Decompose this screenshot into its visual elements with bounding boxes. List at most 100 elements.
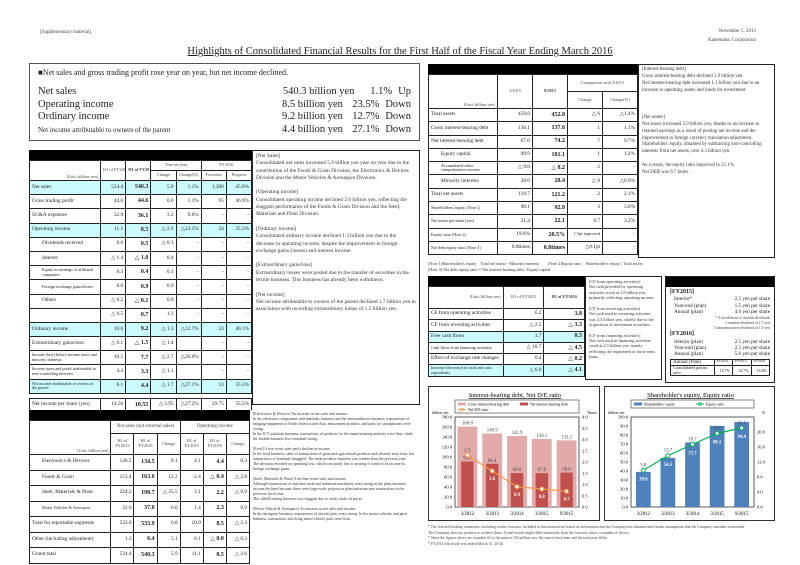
cell-value: 46.9% xyxy=(225,194,253,210)
data-table: (Unit: billion yen) H1 of FY2015 H1 of FY2… xyxy=(428,286,585,377)
ratio-label: 2.3 xyxy=(464,448,471,453)
cell-value: 6.4 xyxy=(133,531,158,548)
cell-value: 459.0 xyxy=(496,107,533,123)
row-label: Net sales xyxy=(28,179,102,196)
note-1: (Note 1)Shareholder's equity Total net a… xyxy=(428,261,643,266)
dividend-value: 5.0 yen per share xyxy=(734,351,770,358)
ratio-label: 0.7 xyxy=(564,497,571,502)
table-row: Total net assets 118.7 121.2 2 2.1% xyxy=(428,187,639,203)
column-header: (Unit: billion yen) xyxy=(28,420,112,455)
dividend-value: 2.5 yen per share xyxy=(734,344,770,351)
table-row: SG&A expenses 32.9 36.1 3.2 9.6% - - xyxy=(28,208,253,224)
cell-value: △0.1pt xyxy=(566,240,603,256)
highlight-value: 9.2 billion yen xyxy=(281,111,343,122)
table-row: Gross trading profit 44.0 44.6 0.6 1.3% 95 46.… xyxy=(28,194,253,210)
column-header: Comparison with 3/2015 xyxy=(566,74,639,92)
cell-value: 67.6 xyxy=(496,134,533,149)
row-label: Equity capital xyxy=(428,147,498,163)
row-label: Free cash flows xyxy=(428,330,504,343)
highlights-heading: ■Net sales and gross trading profit rose… xyxy=(38,68,288,77)
column-header: Progress xyxy=(225,170,253,181)
ratio-point xyxy=(539,486,545,492)
cell-value: 5.1 xyxy=(156,531,181,548)
footnote: * FY2014 (the fiscal year ended March 31… xyxy=(428,542,504,547)
row-label: Equity ratio (Note 2) xyxy=(428,227,498,242)
row-label: Foreign exchange gains/losses xyxy=(28,279,102,295)
data-label: 90.1 xyxy=(713,441,722,446)
cell-value: △ 2.6 xyxy=(150,222,177,238)
cell-value: 198.7 xyxy=(133,485,158,502)
cell-value: △ 0.5 xyxy=(100,307,127,323)
row-label: Foods & Grain xyxy=(28,469,112,486)
cell-value: - xyxy=(200,293,227,309)
data-label: 146.9 xyxy=(487,429,498,434)
cell-value: - xyxy=(200,364,227,380)
legend-label: Shareholders' equity xyxy=(644,402,675,406)
table-row: Net sales 534.4 540.3 5.9 1.1% 1,200 45.0% xyxy=(28,179,253,196)
table-row: CF from operating activities 6.2 3.8 xyxy=(428,307,585,321)
ratio-point xyxy=(714,431,720,436)
cell-value: △ 0.2 xyxy=(543,353,585,366)
y2-tick-label: 2.0 xyxy=(582,460,588,465)
table-row: Extraordinary gains/loss △ 0.1 △ 1.5 △ 1.4 -… xyxy=(28,336,253,352)
x-tick-label: 3/2014 xyxy=(686,512,700,517)
cell-value: 121.2 xyxy=(531,187,568,203)
table-row: Free cash flows 3.7 0.5 xyxy=(428,330,585,343)
payout-value: 14.7% xyxy=(732,365,752,377)
ratio-label: 21.1 xyxy=(737,421,746,426)
cell-value: △ 0.9 xyxy=(225,485,251,502)
y-tick-label: 100.0 xyxy=(442,455,453,460)
ratio-point xyxy=(489,468,495,474)
y2-tick-label: 20.0 xyxy=(757,430,766,435)
cell-value: 74.2 xyxy=(531,134,568,149)
cf-notes: [CF from operating activities] Net cash … xyxy=(585,276,662,380)
dividend-label: Year-end (plan) xyxy=(674,344,707,351)
cell-value: 1 xyxy=(566,121,603,136)
row-label: Total assets xyxy=(428,107,498,123)
cell-value: - xyxy=(225,250,253,267)
row-label: Effect of exchange rate changes xyxy=(428,353,504,366)
y-tick-label: 20.0 xyxy=(444,495,453,500)
data-label: 90.9 xyxy=(463,457,472,462)
cell-value: 3.1 xyxy=(179,485,204,502)
y-tick-label: 50.0 xyxy=(620,460,629,465)
cell-value: - xyxy=(200,265,227,281)
cell-value: △1.4% xyxy=(601,107,639,123)
cell-value: - xyxy=(601,227,639,242)
cell-value: 6.0 xyxy=(156,500,181,517)
y-tick-label: 180.0 xyxy=(442,415,453,420)
cell-value: 118.7 xyxy=(496,187,533,203)
table-row: Ordinary income 10.6 9.2 △ 1.3 △12.7% 23 40.1% xyxy=(28,321,253,338)
cell-value: 101.1 xyxy=(531,147,568,163)
footnote: * The forward-looking statements, includ… xyxy=(428,525,746,529)
cell-value: 4.1 xyxy=(179,454,204,471)
y-tick-label: 140.0 xyxy=(442,435,453,440)
cell-value xyxy=(175,364,202,380)
table-row: Income (loss) before income taxes and mi… xyxy=(28,350,253,366)
cell-value: △ 0.1 xyxy=(100,336,127,352)
cell-value: 4.4 xyxy=(100,364,127,380)
row-label: Increase (decrease) in cash and cash equ… xyxy=(428,364,504,377)
ratio-point xyxy=(564,488,570,494)
table-row: Accumulated other comprehensive income △ … xyxy=(428,161,639,176)
y-axis-label: billion yen xyxy=(432,411,448,415)
ratio-label: 0.8 xyxy=(539,495,546,500)
row-label: Other (including adjustment) xyxy=(28,531,112,548)
cell-value: - xyxy=(175,293,202,309)
cell-value: - xyxy=(200,350,227,366)
cell-value: △ 0.1 xyxy=(150,236,177,252)
data-label: 54.5 xyxy=(664,463,673,468)
bar xyxy=(635,471,651,507)
dividend-label: Annual (plan) xyxy=(674,351,703,358)
cell-value: 0.1 xyxy=(179,531,204,548)
cell-value: 2.4 xyxy=(179,469,204,486)
table-row: Equity capital 99.9 101.1 1 1.2% xyxy=(428,147,639,163)
dividend-row: Year-end (plan) 1.5 yen per share xyxy=(670,303,770,309)
cell-value: 0.4 xyxy=(150,250,177,267)
dividend-label: Annual (plan) xyxy=(674,308,703,315)
cell-value: 6.1 xyxy=(100,378,127,394)
payout-value: Consolidated payout ratio xyxy=(670,365,715,377)
highlight-label: Net income attributable to owners of the… xyxy=(38,125,171,134)
row-label: Steel, Materials & Plant xyxy=(28,485,112,502)
row-label: Gross interest-bearing debt xyxy=(428,121,498,136)
